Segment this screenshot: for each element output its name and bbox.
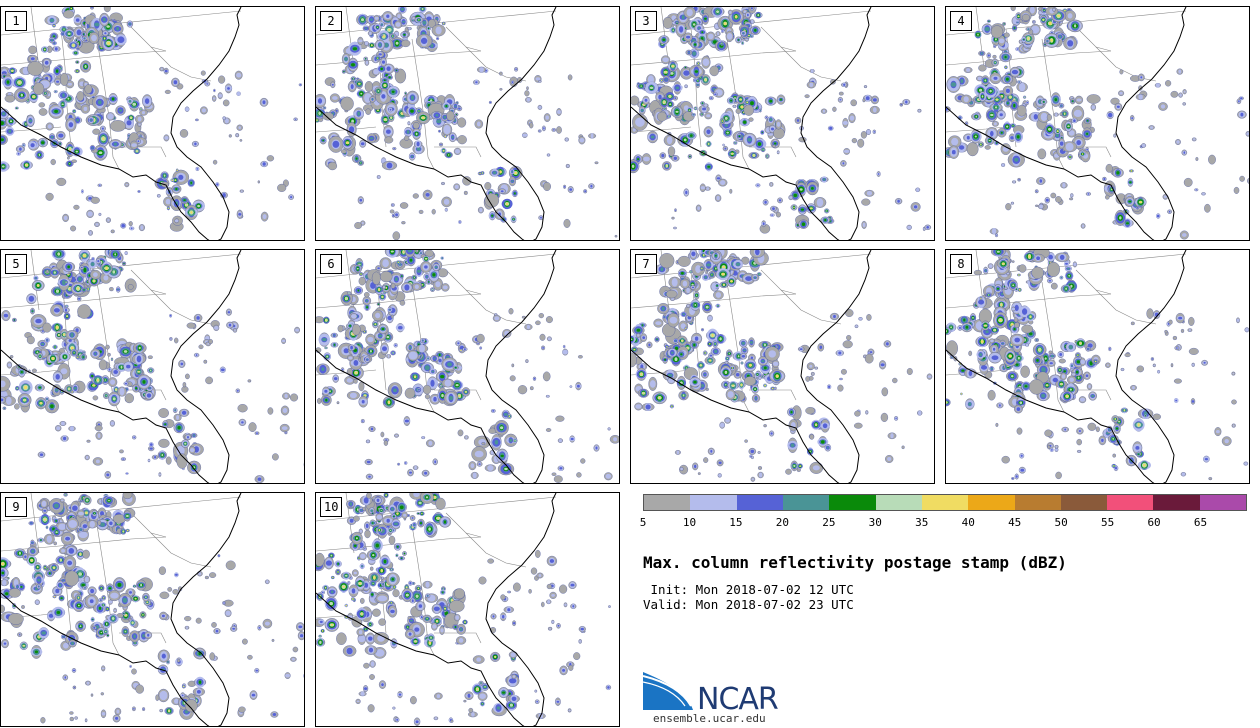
panel-number: 8 [950, 254, 972, 274]
stamp-panel-5: 5 [0, 249, 305, 484]
panel-number: 10 [320, 497, 343, 517]
member-map [316, 493, 612, 726]
stamp-panel-7: 7 [630, 249, 935, 484]
stamp-panel-1: 1 [0, 6, 305, 241]
colorbar-segment [1060, 495, 1108, 510]
colorbar-segment [1153, 495, 1200, 510]
stamp-panel-8: 8 [945, 249, 1250, 484]
member-map [316, 250, 619, 483]
valid-time: Valid: Mon 2018-07-02 23 UTC [643, 597, 854, 612]
reflectivity-colorbar [643, 494, 1247, 511]
stamp-panel-2: 2 [315, 6, 620, 241]
colorbar-tick-label: 30 [868, 516, 882, 529]
panel-number: 3 [635, 11, 657, 31]
colorbar-segment [1199, 495, 1247, 510]
colorbar-tick-label: 60 [1147, 516, 1161, 529]
panel-number: 1 [5, 11, 27, 31]
ncar-logo-icon [643, 672, 693, 710]
member-map [631, 250, 933, 483]
member-map [946, 250, 1249, 483]
colorbar-tick-label: 45 [1008, 516, 1022, 529]
colorbar-tick-label: 65 [1193, 516, 1208, 529]
panel-number: 2 [320, 11, 342, 31]
colorbar-tick-label: 40 [961, 516, 975, 529]
init-time: Init: Mon 2018-07-02 12 UTC [643, 582, 854, 597]
colorbar-segment [875, 495, 922, 510]
panel-number: 5 [5, 254, 27, 274]
colorbar-tick-label: 10 [682, 516, 697, 529]
stamp-panel-6: 6 [315, 249, 620, 484]
colorbar-tick-label: 50 [1054, 516, 1068, 529]
colorbar-segment [1014, 495, 1061, 510]
plot-title: Max. column reflectivity postage stamp (… [643, 553, 1067, 572]
stamp-panel-9: 9 [0, 492, 305, 727]
member-map [631, 7, 932, 240]
colorbar-segment [829, 495, 876, 510]
colorbar-segment [690, 495, 737, 510]
stamp-panel-3: 3 [630, 6, 935, 241]
panel-number: 7 [635, 254, 657, 274]
colorbar-tick-label: 5 [639, 516, 647, 529]
member-map [1, 493, 304, 726]
stamp-panel-4: 4 [945, 6, 1250, 241]
logo-url: ensemble.ucar.edu [653, 712, 766, 725]
member-map [946, 7, 1249, 240]
panel-number: 9 [5, 497, 27, 517]
stamp-panel-10: 10 [315, 492, 620, 727]
member-map [1, 7, 303, 240]
colorbar-segment [968, 495, 1015, 510]
colorbar-tick-label: 25 [822, 516, 836, 529]
member-map [1, 250, 304, 483]
colorbar-segment [644, 495, 691, 510]
colorbar-tick-label: 20 [775, 516, 789, 529]
member-map [316, 7, 618, 240]
colorbar-tick-labels: 5 10 15 20 25 30 35 40 45 50 55 60 65 [639, 516, 1247, 530]
colorbar-segment [782, 495, 830, 510]
panel-number: 4 [950, 11, 972, 31]
colorbar-tick-label: 35 [915, 516, 929, 529]
logo-wordmark: NCAR [697, 682, 779, 717]
colorbar-segment [921, 495, 969, 510]
panel-number: 6 [320, 254, 342, 274]
colorbar-tick-label: 15 [729, 516, 743, 529]
colorbar-tick-label: 55 [1100, 516, 1115, 529]
colorbar-segment [1107, 495, 1154, 510]
colorbar-segment [736, 495, 783, 510]
